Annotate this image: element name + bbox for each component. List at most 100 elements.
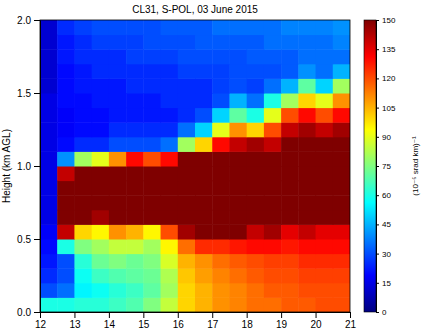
heatmap-cell (229, 195, 247, 210)
heatmap-cell (298, 93, 316, 108)
heatmap-cell (333, 224, 350, 239)
heatmap-cell (109, 166, 127, 181)
heatmap-cell (92, 254, 110, 269)
tick-label: 16 (173, 319, 185, 330)
heatmap-cell (247, 64, 265, 79)
tick-mark (376, 108, 379, 109)
heatmap-cell (178, 108, 196, 123)
tick-mark (34, 239, 40, 240)
axis-line (41, 312, 351, 313)
heatmap-cell (161, 166, 179, 181)
heatmap-cell (333, 137, 350, 152)
heatmap-cell (143, 283, 161, 298)
heatmap-cell (74, 49, 92, 64)
heatmap-cell (178, 151, 196, 166)
heatmap-cell (264, 254, 282, 269)
heatmap-cell (333, 268, 350, 283)
heatmap-cell (333, 151, 350, 166)
x-tick: 13 (69, 312, 81, 330)
heatmap-cell (57, 151, 75, 166)
heatmap-cell (281, 166, 299, 181)
heatmap-cell (264, 20, 282, 35)
heatmap-cell (40, 210, 58, 225)
heatmap-cell (212, 297, 230, 312)
heatmap-cell (229, 122, 247, 137)
heatmap-cell (229, 78, 247, 93)
tick-label: 0.0 (17, 307, 31, 318)
heatmap-cell (247, 297, 265, 312)
heatmap-cell (333, 20, 350, 35)
heatmap-cell (281, 64, 299, 79)
heatmap-cell (229, 64, 247, 79)
tick-label: 18 (242, 319, 254, 330)
heatmap-cell (126, 210, 144, 225)
heatmap-cell (74, 78, 92, 93)
heatmap-cell (247, 210, 265, 225)
heatmap-cell (195, 195, 213, 210)
heatmap-cell (247, 122, 265, 137)
heatmap-cell (74, 137, 92, 152)
heatmap-cell (161, 210, 179, 225)
heatmap-cell (212, 93, 230, 108)
heatmap-cell (126, 181, 144, 196)
heatmap-cell (40, 239, 58, 254)
tick-mark (376, 254, 379, 255)
heatmap-cell (316, 239, 334, 254)
heatmap-cell (212, 122, 230, 137)
heatmap-cell (316, 181, 334, 196)
heatmap-cell (229, 20, 247, 35)
heatmap-cell (195, 122, 213, 137)
heatmap-cell (298, 297, 316, 312)
x-tick: 21 (345, 312, 357, 330)
heatmap-cell (92, 64, 110, 79)
heatmap-cell (178, 254, 196, 269)
heatmap-cell (281, 254, 299, 269)
heatmap-cell (229, 283, 247, 298)
tick-mark (34, 166, 40, 167)
colorbar-tick: 60 (376, 191, 391, 200)
heatmap-cell (40, 283, 58, 298)
heatmap-cell (161, 239, 179, 254)
heatmap-cell (229, 210, 247, 225)
heatmap-cell (74, 239, 92, 254)
heatmap-cell (264, 151, 282, 166)
tick-mark (281, 312, 282, 318)
axis-line (40, 21, 41, 313)
heatmap-cell (333, 93, 350, 108)
heatmap-cell (178, 297, 196, 312)
heatmap-cell (74, 181, 92, 196)
heatmap-cell (247, 78, 265, 93)
heatmap-cell (92, 122, 110, 137)
heatmap-cell (195, 49, 213, 64)
heatmap-cell (298, 108, 316, 123)
heatmap-cell (57, 108, 75, 123)
heatmap-cell (195, 210, 213, 225)
heatmap-cell (143, 210, 161, 225)
heatmap-cell (126, 35, 144, 50)
heatmap-cell (281, 20, 299, 35)
x-tick: 20 (310, 312, 322, 330)
heatmap-cell (143, 35, 161, 50)
heatmap-cell (281, 137, 299, 152)
heatmap-cell (109, 254, 127, 269)
heatmap-cell (178, 137, 196, 152)
heatmap-cell (126, 93, 144, 108)
heatmap-cell (57, 122, 75, 137)
heatmap-cell (281, 195, 299, 210)
tick-label: 75 (382, 162, 391, 171)
heatmap-cell (229, 224, 247, 239)
heatmap-cell (143, 64, 161, 79)
heatmap-cell (109, 108, 127, 123)
heatmap-cell (40, 224, 58, 239)
y-tick: 2.0 (17, 15, 40, 26)
heatmap-cell (212, 195, 230, 210)
heatmap-cell (281, 49, 299, 64)
heatmap-cell (74, 254, 92, 269)
heatmap-cell (264, 268, 282, 283)
tick-mark (376, 20, 379, 21)
heatmap-cell (195, 224, 213, 239)
tick-mark (109, 312, 110, 318)
heatmap-cell (109, 64, 127, 79)
heatmap-cell (264, 297, 282, 312)
heatmap-cell (247, 49, 265, 64)
